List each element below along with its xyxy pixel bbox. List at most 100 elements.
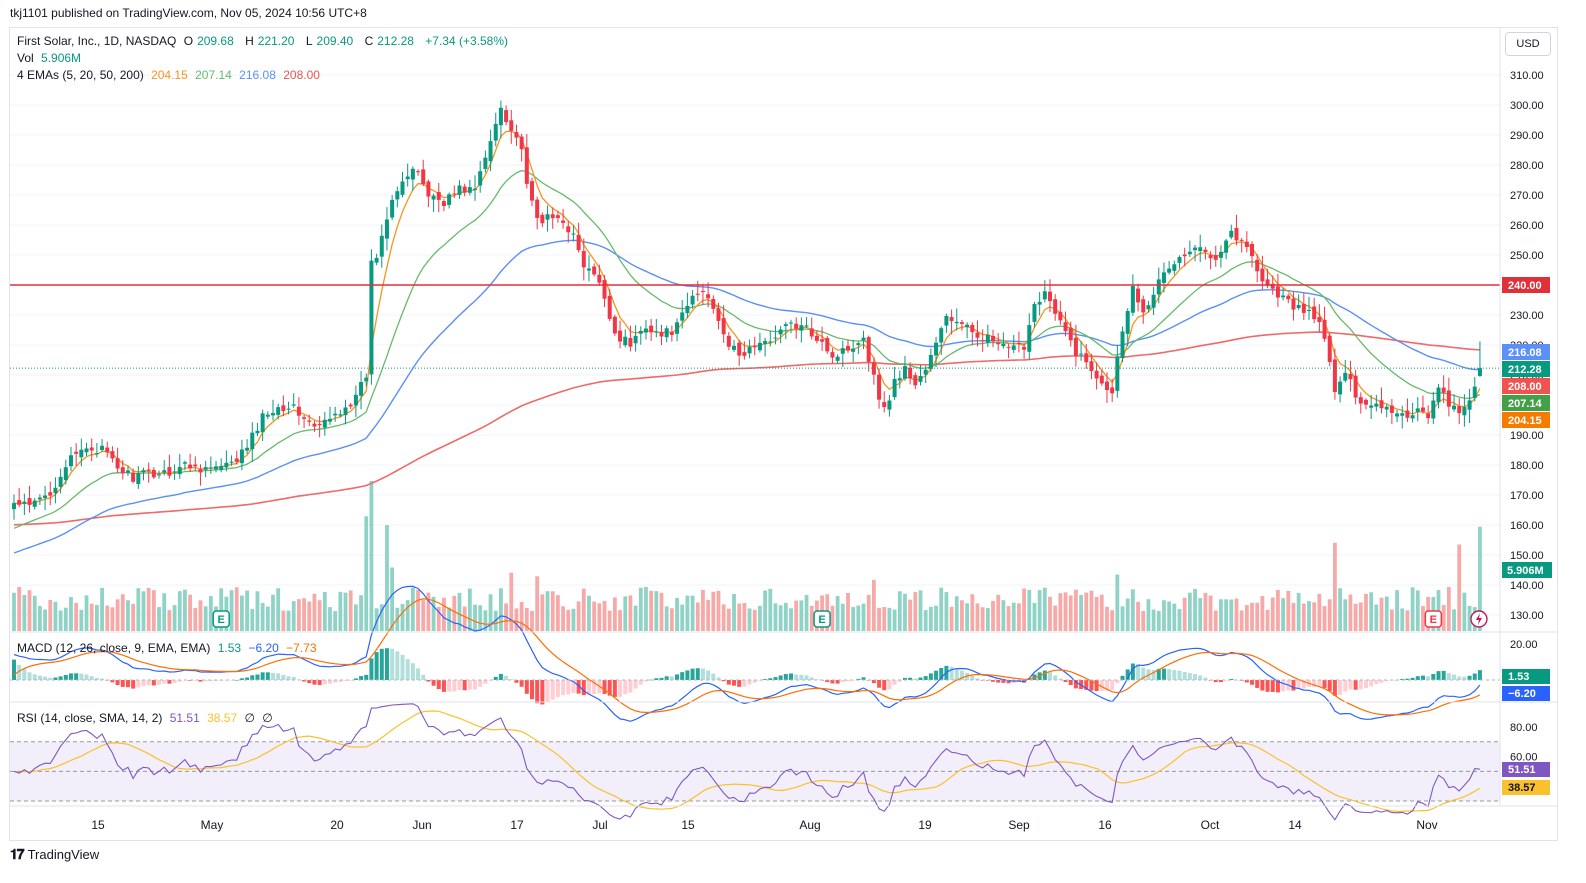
price-tick-label: 130.00	[1510, 610, 1544, 622]
macd-histogram-bar	[742, 680, 747, 687]
macd-histogram-bar	[623, 680, 628, 695]
rsi-tick-label: 60.00	[1510, 752, 1538, 764]
volume-bar	[737, 603, 742, 631]
rsi-legend[interactable]: RSI (14, close, SMA, 14, 2) 51.51 38.57 …	[17, 711, 277, 725]
candle-body	[1441, 387, 1446, 393]
candle-body	[488, 141, 493, 162]
candle-body	[1167, 268, 1172, 273]
candle-body	[1457, 406, 1462, 414]
candle-body	[74, 451, 79, 454]
macd-histogram-bar	[1084, 680, 1089, 690]
candle-body	[545, 214, 550, 220]
volume-tag-label: 5.906M	[1507, 565, 1544, 577]
macd-histogram-bar	[991, 680, 996, 682]
candle-body	[550, 214, 555, 219]
volume-bar	[385, 525, 389, 631]
ema20-line	[13, 169, 1481, 529]
macd-histogram-bar	[535, 680, 540, 704]
macd-histogram-bar	[1198, 675, 1203, 680]
price-tick-label: 260.00	[1510, 220, 1544, 232]
macd-histogram-bar	[426, 680, 431, 682]
volume-bar	[89, 603, 94, 631]
candle-body	[498, 107, 503, 126]
macd-histogram-bar	[467, 680, 472, 690]
volume-bar	[1276, 590, 1280, 631]
macd-histogram-bar	[504, 675, 509, 680]
volume-bar	[333, 611, 338, 631]
volume-bar	[1042, 587, 1047, 631]
macd-histogram-bar	[286, 676, 291, 680]
candle-body	[711, 298, 716, 309]
candle-body	[193, 464, 198, 467]
candle-body	[675, 322, 680, 334]
macd-tag-label: 1.53	[1508, 671, 1529, 683]
candle-body	[1032, 304, 1037, 322]
candle-body	[928, 354, 933, 369]
volume-bar	[1001, 600, 1006, 631]
candle-body	[307, 420, 312, 422]
macd-histogram-bar	[239, 678, 244, 680]
macd-histogram-bar	[307, 680, 312, 684]
macd-histogram-bar	[1089, 680, 1094, 691]
macd-tick-label: 20.00	[1510, 639, 1538, 651]
macd-histogram-bar	[1327, 680, 1332, 692]
volume-bar	[571, 608, 576, 631]
candle-body	[17, 500, 22, 505]
volume-bar	[100, 587, 104, 631]
time-tick-label: Aug	[799, 818, 820, 832]
candle-body	[783, 324, 788, 327]
candle-body	[597, 274, 602, 283]
candle-body	[1275, 286, 1280, 298]
volume-bar	[22, 594, 27, 631]
macd-histogram-bar	[348, 680, 353, 681]
candle-body	[1115, 356, 1120, 391]
candle-body	[752, 345, 757, 348]
candle-body	[586, 268, 591, 271]
ema50-line	[13, 239, 1480, 554]
macd-histogram-bar	[1104, 680, 1109, 691]
candle-body	[43, 495, 48, 499]
ema-legend[interactable]: 4 EMAs (5, 20, 50, 200) 204.15 207.14 21…	[17, 68, 324, 82]
volume-bar	[1260, 595, 1265, 631]
currency-button[interactable]: USD	[1505, 32, 1551, 56]
macd-legend[interactable]: MACD (12, 26, close, 9, EMA, EMA) 1.53 −…	[17, 641, 321, 655]
candle-body	[473, 188, 478, 190]
candle-body	[120, 467, 125, 474]
price-axis: 130.00 140.00 150.00 160.00 170.00 180.00 190.…	[10, 28, 1557, 807]
macd-histogram-bar	[1042, 670, 1047, 680]
macd-histogram-bar	[63, 675, 68, 680]
price-tags: 216.08 212.28 208.00 207.14 204.15 240.00 5.90…	[1502, 277, 1552, 795]
macd-histogram-bar	[1177, 670, 1182, 680]
volume-bar	[980, 607, 985, 631]
candle-body	[669, 331, 674, 335]
candle-body	[1374, 403, 1379, 407]
macd-histogram-bar	[1462, 676, 1467, 680]
ema5-line	[13, 130, 1481, 505]
candle-body	[1063, 322, 1068, 332]
macd-histogram-bar	[711, 673, 716, 680]
rsi-ma-line	[13, 710, 1481, 812]
candle-body	[1462, 407, 1467, 416]
macd-histogram-bar	[897, 680, 902, 682]
macd-histogram-bar	[89, 676, 94, 680]
candle-body	[866, 337, 871, 362]
volume-bar	[250, 609, 255, 631]
candle-body	[1001, 343, 1006, 347]
volume-bar	[405, 600, 410, 631]
volume-legend[interactable]: Vol 5.906M	[17, 51, 85, 65]
candle-body	[1125, 311, 1130, 334]
candle-body	[281, 405, 286, 411]
volume-bar	[1405, 610, 1410, 631]
macd-histogram-bar	[208, 680, 213, 682]
volume-bar	[1141, 610, 1146, 631]
candle-body	[633, 335, 638, 344]
horizontal-line-240	[10, 284, 1500, 369]
tradingview-brand[interactable]: 𝟏𝟕 TradingView	[10, 846, 99, 863]
volume-bar	[892, 609, 897, 631]
macd-histogram-bar	[659, 677, 664, 680]
candle-body	[172, 471, 177, 473]
macd-histogram-bar	[177, 680, 182, 682]
candle-body	[151, 469, 156, 478]
